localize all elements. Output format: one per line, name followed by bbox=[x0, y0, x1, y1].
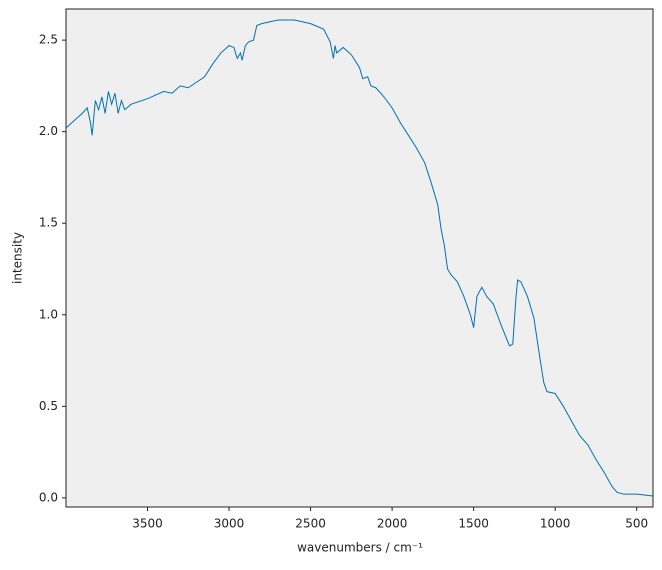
y-tick-label: 0.0 bbox=[39, 490, 58, 504]
y-tick-label: 0.5 bbox=[39, 399, 58, 413]
plot-area bbox=[65, 8, 654, 508]
x-tick-label: 1000 bbox=[540, 517, 571, 531]
y-tick-label: 2.5 bbox=[39, 33, 58, 47]
y-axis-label: intensity bbox=[11, 232, 25, 284]
y-tick-label: 1.5 bbox=[39, 216, 58, 230]
x-tick-label: 3500 bbox=[132, 517, 163, 531]
x-tick-label: 1500 bbox=[458, 517, 489, 531]
x-tick-label: 500 bbox=[625, 517, 648, 531]
x-axis-label: wavenumbers / cm⁻¹ bbox=[297, 541, 423, 555]
y-tick-label: 1.0 bbox=[39, 307, 58, 321]
y-tick-label: 2.0 bbox=[39, 124, 58, 138]
line bbox=[65, 19, 654, 497]
x-tick-label: 3000 bbox=[214, 517, 245, 531]
x-tick-label: 2500 bbox=[295, 517, 326, 531]
x-tick-label: 2000 bbox=[377, 517, 408, 531]
